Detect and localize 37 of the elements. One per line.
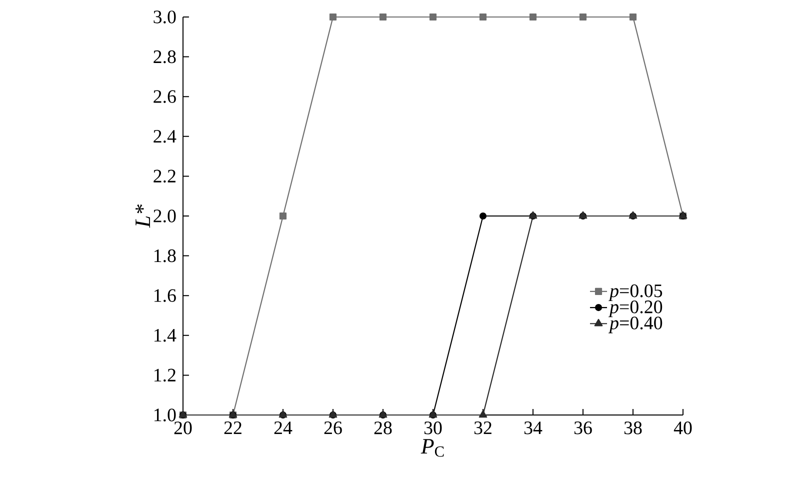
x-tick-label: 26 (324, 422, 342, 434)
x-tick-label: 40 (674, 422, 692, 434)
x-tick-label: 38 (624, 422, 642, 434)
point (629, 13, 637, 21)
point (529, 13, 537, 21)
x-tick-label: 20 (174, 422, 192, 434)
y-tick-label: 1.2 (154, 368, 176, 382)
x-tick-label: 32 (474, 422, 492, 434)
legend-label: p=0.20 (608, 300, 662, 318)
y-tick-label: 1.8 (154, 249, 176, 262)
y-tick-label: 2.8 (154, 50, 176, 64)
y-tick-label: 1.6 (154, 289, 176, 302)
point (478, 410, 488, 418)
point (579, 13, 587, 21)
y-axis-title: L* (136, 204, 150, 228)
y-tick-label: 2.4 (154, 130, 176, 143)
y-tick-label: 2.6 (154, 90, 176, 103)
legend-label: p=0.05 (608, 284, 662, 302)
point (379, 13, 387, 21)
y-tick-label: 1.4 (154, 329, 176, 342)
point (329, 13, 337, 21)
y-tick-label: 2.0 (154, 210, 176, 222)
x-axis-title: P$_{C}$ (420, 439, 444, 457)
point (279, 212, 287, 220)
point (429, 13, 437, 21)
x-tick-label: 28 (374, 422, 392, 434)
x-tick-label: 36 (574, 422, 592, 434)
y-tick-label: 1.0 (154, 408, 176, 422)
y-tick-label: 2.2 (154, 170, 176, 183)
x-tick-label: 30 (424, 422, 442, 434)
x-tick-label: 34 (524, 422, 542, 434)
point (479, 13, 487, 21)
x-tick-label: 24 (274, 422, 292, 434)
point (479, 212, 487, 220)
legend-label: p=0.40 (608, 316, 662, 334)
y-tick-label: 3.0 (154, 10, 176, 24)
x-tick-label: 22 (224, 422, 242, 434)
